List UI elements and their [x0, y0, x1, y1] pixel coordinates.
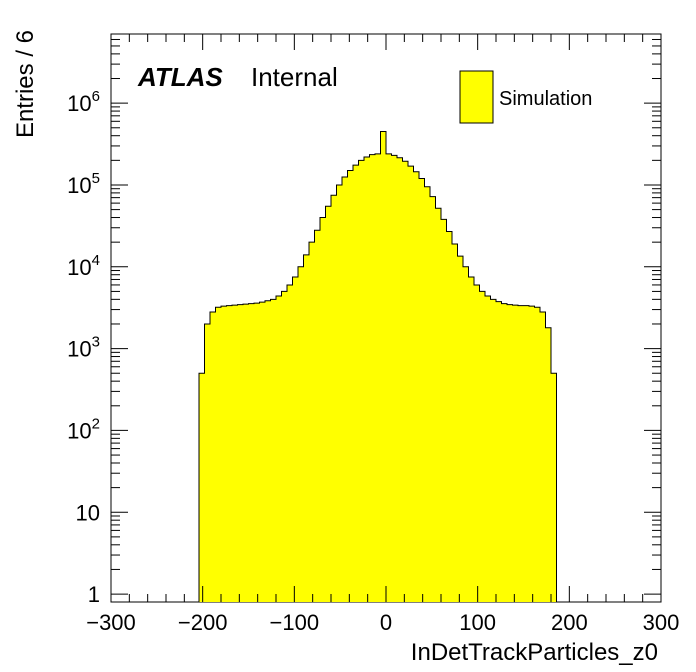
x-tick-label: 100	[459, 610, 496, 635]
x-tick-label: −100	[270, 610, 320, 635]
histogram-bar	[490, 299, 497, 602]
y-tick-label: 103	[67, 334, 100, 362]
histogram-bar	[221, 306, 227, 602]
y-tick-label: 105	[67, 170, 100, 198]
histogram-bar	[259, 302, 266, 602]
histogram-bar	[391, 155, 398, 602]
histogram-bar	[479, 291, 486, 602]
x-tick-label: 0	[380, 610, 392, 635]
histogram-bar	[364, 156, 370, 602]
histogram-bar	[468, 277, 475, 602]
histogram-bar	[353, 165, 359, 603]
histogram-bar	[386, 153, 392, 602]
histogram-outline	[198, 131, 557, 602]
histogram-bar	[265, 300, 271, 602]
internal-label: Internal	[251, 62, 338, 92]
histogram-bar	[336, 184, 343, 602]
histogram-bar	[540, 312, 546, 602]
histogram-bar	[518, 305, 524, 602]
histogram-bar	[270, 299, 277, 602]
histogram-bar	[248, 303, 255, 602]
histogram-bar	[292, 277, 299, 602]
y-axis-title: Entries / 6	[12, 30, 39, 138]
histogram-bar	[287, 284, 293, 602]
histogram-bars	[199, 131, 557, 603]
histogram-bar	[474, 284, 480, 602]
histogram-bar	[210, 312, 216, 602]
histogram-bar	[347, 170, 354, 602]
histogram-bar	[512, 305, 519, 602]
histogram-bar	[298, 266, 304, 602]
y-tick-label: 1	[88, 582, 100, 607]
histogram-bar	[457, 256, 464, 602]
histogram-bar	[529, 306, 535, 602]
histogram-bar	[496, 301, 502, 602]
histogram-bar	[232, 305, 238, 602]
histogram-bar	[342, 177, 348, 603]
histogram-bar	[408, 166, 414, 602]
histogram-bar	[237, 304, 244, 602]
histogram-bar	[441, 219, 447, 603]
histogram-bar	[281, 291, 288, 602]
histogram-bar	[369, 154, 376, 602]
x-tick-labels: −300 −200 −100 0 100 200 300	[86, 610, 679, 635]
atlas-label: ATLAS	[137, 62, 223, 92]
y-tick-label: 10	[76, 500, 100, 525]
histogram-bar	[413, 171, 420, 602]
axis-ticks	[110, 33, 662, 602]
histogram-bar	[215, 307, 222, 602]
x-tick-label: 200	[551, 610, 588, 635]
histogram-bar	[485, 295, 491, 602]
histogram-bar	[397, 157, 403, 602]
x-axis-title: InDetTrackParticles_z0	[411, 639, 658, 666]
y-tick-labels: 1 10 102 103 104 105 106	[67, 88, 100, 607]
histogram-bar	[254, 303, 260, 602]
histogram-bar	[402, 161, 409, 602]
histogram-bar	[331, 195, 337, 602]
histogram-bar	[375, 153, 381, 602]
histogram-bar	[358, 160, 365, 602]
y-tick-label: 104	[67, 252, 100, 280]
histogram-bar	[320, 217, 326, 602]
legend-swatch	[459, 70, 494, 124]
y-tick-label: 106	[67, 88, 100, 116]
histogram-bar	[507, 304, 513, 602]
y-tick-label: 102	[67, 415, 100, 443]
histogram-bar	[463, 266, 469, 602]
histogram-bar	[226, 305, 233, 602]
histogram-bar	[424, 186, 431, 602]
histogram-bar	[501, 303, 508, 602]
histogram-bar	[523, 305, 530, 602]
histogram-bar	[430, 196, 436, 602]
legend-label-simulation: Simulation	[499, 88, 592, 110]
histogram-bar	[314, 230, 321, 602]
x-tick-label: 300	[643, 610, 680, 635]
histogram-bar	[419, 178, 425, 602]
histogram-bar	[243, 304, 249, 602]
histogram-bar	[534, 307, 541, 602]
histogram-bar	[545, 327, 552, 602]
histogram-bar	[452, 243, 458, 603]
histogram-bar	[446, 231, 453, 602]
histogram-bar	[309, 242, 315, 602]
histogram-bar	[380, 131, 387, 602]
histogram-bar	[199, 373, 205, 602]
histogram-bar	[551, 373, 557, 602]
x-tick-label: −300	[86, 610, 136, 635]
histogram-bar	[325, 206, 332, 602]
x-tick-label: −200	[178, 610, 228, 635]
histogram-bar	[276, 295, 282, 602]
histogram-bar	[303, 254, 310, 602]
histogram-bar	[435, 208, 442, 602]
histogram-bar	[204, 323, 211, 602]
